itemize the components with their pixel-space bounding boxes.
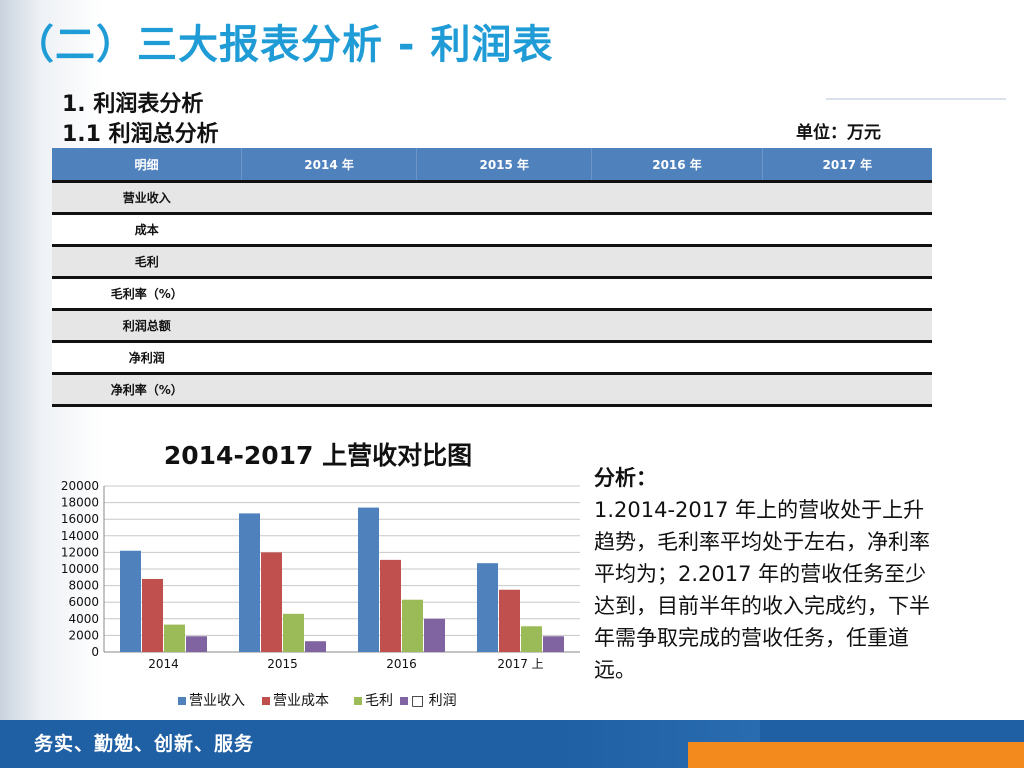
y-tick-label: 8000 bbox=[68, 579, 99, 593]
analysis-panel: 分析： 1.2014-2017 年上的营收处于上升趋势，毛利率平均处于左右，净利… bbox=[594, 462, 934, 686]
bar bbox=[499, 589, 520, 652]
x-tick-label: 2017 上 bbox=[497, 657, 543, 671]
y-tick-label: 2000 bbox=[68, 628, 99, 642]
bar bbox=[142, 578, 163, 652]
legend-swatch bbox=[400, 697, 408, 705]
legend-label: 营业收入 bbox=[189, 693, 245, 709]
bar bbox=[164, 624, 185, 652]
x-tick-label: 2014 bbox=[148, 657, 179, 671]
bar bbox=[358, 507, 379, 652]
column-header: 明细 bbox=[52, 148, 242, 183]
row-label: 毛利率（%） bbox=[52, 277, 242, 311]
y-tick-label: 20000 bbox=[61, 479, 99, 493]
section-heading: 1. 利润表分析 bbox=[62, 92, 204, 117]
bar bbox=[120, 550, 141, 652]
page-title: （二）三大报表分析 - 利润表 bbox=[14, 22, 554, 68]
row-label: 净利率（%） bbox=[52, 373, 242, 407]
bar bbox=[543, 636, 564, 652]
legend-item: 营业收入 bbox=[178, 690, 245, 710]
legend-label: □ 利润 bbox=[411, 693, 457, 709]
y-tick-label: 0 bbox=[91, 645, 99, 659]
row-label: 利润总额 bbox=[52, 309, 242, 343]
bar bbox=[283, 613, 304, 652]
legend-swatch bbox=[178, 697, 186, 705]
row-label: 营业收入 bbox=[52, 181, 242, 215]
row-label: 成本 bbox=[52, 213, 242, 247]
legend-label: 营业成本 bbox=[273, 693, 329, 709]
revenue-bar-chart: 0 2000 4000 6000 8000 10000 12000 14000 16000 180… bbox=[61, 479, 580, 671]
bar bbox=[261, 552, 282, 652]
legend-swatch bbox=[262, 697, 270, 705]
bar bbox=[305, 641, 326, 652]
table-row: 净利润 bbox=[52, 341, 932, 375]
legend-label: 毛利 bbox=[365, 693, 393, 709]
y-tick-label: 12000 bbox=[61, 545, 99, 559]
column-header: 2016 年 bbox=[591, 148, 763, 183]
bar bbox=[521, 626, 542, 652]
footer-accent bbox=[688, 742, 1024, 768]
y-tick-label: 16000 bbox=[61, 512, 99, 526]
header-divider bbox=[826, 98, 1006, 100]
unit-label: 单位：万元 bbox=[796, 123, 881, 143]
y-tick-label: 6000 bbox=[68, 595, 99, 609]
row-label: 毛利 bbox=[52, 245, 242, 279]
bar bbox=[402, 599, 423, 652]
bar bbox=[424, 618, 445, 652]
legend-item: 毛利 bbox=[354, 690, 393, 710]
row-label: 净利润 bbox=[52, 341, 242, 375]
table-row: 营业收入 bbox=[52, 181, 932, 215]
table-row: 毛利率（%） bbox=[52, 277, 932, 311]
legend-item: □ 利润 bbox=[400, 690, 457, 710]
legend-item: 营业成本 bbox=[262, 690, 329, 710]
legend-swatch bbox=[354, 697, 362, 705]
y-tick-label: 10000 bbox=[61, 562, 99, 576]
column-header: 2017 年 bbox=[761, 148, 932, 183]
x-tick-label: 2015 bbox=[267, 657, 298, 671]
bar bbox=[186, 636, 207, 652]
subsection-heading: 1.1 利润总分析 bbox=[62, 122, 219, 147]
column-header: 2015 年 bbox=[416, 148, 592, 183]
table-row: 利润总额 bbox=[52, 309, 932, 343]
footer-slogan: 务实、勤勉、创新、服务 bbox=[34, 733, 255, 755]
income-statement-table: 明细 2014 年 2015 年 2016 年 2017 年 营业收入 成本 毛… bbox=[52, 148, 932, 407]
chart-title: 2014-2017 上营收对比图 bbox=[163, 441, 473, 470]
table-header-row: 明细 2014 年 2015 年 2016 年 2017 年 bbox=[52, 148, 932, 183]
analysis-text: 1.2014-2017 年上的营收处于上升趋势，毛利率平均处于左右，净利率平均为… bbox=[594, 498, 930, 682]
y-tick-label: 4000 bbox=[68, 612, 99, 626]
y-tick-label: 14000 bbox=[61, 529, 99, 543]
table-row: 毛利 bbox=[52, 245, 932, 279]
bar bbox=[380, 559, 401, 652]
bar bbox=[477, 563, 498, 652]
analysis-heading: 分析： bbox=[594, 466, 657, 490]
table-row: 净利率（%） bbox=[52, 373, 932, 407]
bar bbox=[239, 513, 260, 652]
y-tick-label: 18000 bbox=[61, 496, 99, 510]
x-tick-label: 2016 bbox=[386, 657, 417, 671]
table-row: 成本 bbox=[52, 213, 932, 247]
column-header: 2014 年 bbox=[240, 148, 417, 183]
